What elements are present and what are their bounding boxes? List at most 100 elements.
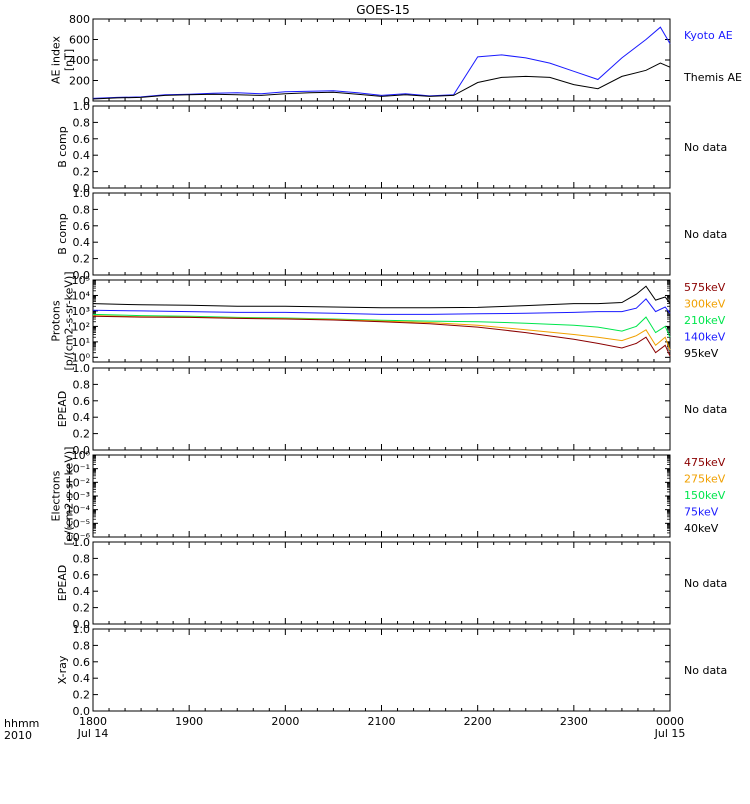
legend-40kev: 40keV — [684, 522, 719, 535]
y-tick-label: 10⁻² — [66, 476, 90, 489]
y-axis-label: AE index — [50, 35, 63, 84]
no-data-status: No data — [684, 403, 727, 416]
y-tick-label: 0.4 — [73, 236, 91, 249]
panel-8: 0.0 0.2 0.4 0.6 0.8 1.0 X-ray No data — [56, 623, 727, 718]
y-tick-label: 10⁰ — [72, 449, 91, 462]
y-tick-label: 1.0 — [73, 362, 91, 375]
series-line-95kev — [92, 285, 671, 309]
y-tick-label: 10⁵ — [72, 274, 90, 287]
series-line-themis-ae — [92, 62, 671, 100]
time-axis-row2-label: 2010 — [4, 729, 32, 742]
y-tick-label: 10² — [72, 320, 90, 333]
y-tick-label: 10⁻⁵ — [66, 517, 90, 530]
y-tick-label: 10⁻⁶ — [66, 531, 91, 544]
y-tick-label: 1.0 — [73, 100, 91, 113]
x-date-label: Jul 15 — [654, 727, 686, 740]
legend-575kev: 575keV — [684, 281, 726, 294]
series-line-140kev — [92, 298, 671, 315]
y-axis-label: EPEAD — [56, 565, 69, 602]
y-tick-label: 800 — [69, 13, 90, 26]
x-tick-label: 0000 — [656, 715, 684, 728]
y-tick-label: 10⁻⁴ — [66, 504, 91, 517]
y-tick-label: 200 — [69, 75, 90, 88]
panel-2: 0.0 0.2 0.4 0.6 0.8 1.0 B comp No data — [56, 100, 727, 195]
no-data-status: No data — [684, 577, 727, 590]
y-tick-label: 0.6 — [73, 133, 91, 146]
y-tick-label: 10¹ — [72, 336, 90, 349]
legend-95kev: 95keV — [684, 347, 719, 360]
y-tick-label: 0.8 — [73, 203, 91, 216]
series-line-575kev — [92, 315, 671, 357]
legend-275kev: 275keV — [684, 473, 726, 486]
legend-kyoto-ae: Kyoto AE — [684, 29, 733, 42]
legend-themis-ae: Themis AE — [683, 71, 742, 84]
y-tick-label: 10⁻³ — [66, 490, 90, 503]
y-tick-label: 10⁻¹ — [66, 463, 90, 476]
y-axis-label: X-ray — [56, 655, 69, 684]
legend-150kev: 150keV — [684, 489, 726, 502]
x-tick-label: 2200 — [464, 715, 492, 728]
legend-210kev: 210keV — [684, 314, 726, 327]
legend-475kev: 475keV — [684, 456, 726, 469]
x-tick-label: 1800 — [79, 715, 107, 728]
y-tick-label: 0.2 — [73, 166, 91, 179]
y-axis-label: EPEAD — [56, 391, 69, 428]
y-tick-label: 0.0 — [73, 618, 91, 631]
x-date-label: Jul 14 — [77, 727, 109, 740]
y-tick-label: 0.0 — [73, 182, 91, 195]
y-tick-label: 0.4 — [73, 585, 91, 598]
y-tick-label: 0.8 — [73, 378, 91, 391]
y-tick-label: 0.6 — [73, 656, 91, 669]
y-tick-label: 1.0 — [73, 187, 91, 200]
y-tick-label: 0.2 — [73, 602, 91, 615]
y-tick-label: 0.8 — [73, 116, 91, 129]
panel-7: 0.0 0.2 0.4 0.6 0.8 1.0 EPEAD No data — [56, 536, 727, 631]
panel-frame — [92, 628, 671, 712]
legend-140kev: 140keV — [684, 331, 726, 344]
legend-300kev: 300keV — [684, 298, 726, 311]
panel-frame — [92, 18, 671, 102]
y-tick-label: 0.4 — [73, 672, 91, 685]
no-data-status: No data — [684, 228, 727, 241]
y-axis-label: Protons — [50, 300, 63, 341]
y-tick-label: 0.4 — [73, 411, 91, 424]
x-tick-label: 2000 — [271, 715, 299, 728]
no-data-status: No data — [684, 664, 727, 677]
y-tick-label: 0.6 — [73, 569, 91, 582]
x-tick-label: 2100 — [368, 715, 396, 728]
plot-title: GOES-15 — [356, 3, 410, 17]
panel-3: 0.0 0.2 0.4 0.6 0.8 1.0 B comp No data — [56, 187, 727, 282]
panel-frame — [92, 192, 671, 276]
x-tick-label: 2300 — [560, 715, 588, 728]
series-line-300kev — [92, 315, 671, 351]
y-axis-label: [e/(cm2-s-sr-keV)] — [63, 447, 76, 546]
y-tick-label: 0 — [83, 95, 90, 108]
legend-75kev: 75keV — [684, 506, 719, 519]
y-tick-label: 0.2 — [73, 428, 91, 441]
y-tick-label: 0.8 — [73, 639, 91, 652]
y-tick-label: 0.2 — [73, 253, 91, 266]
y-tick-label: 1.0 — [73, 623, 91, 636]
panel-frame — [92, 541, 671, 625]
y-tick-label: 400 — [69, 54, 90, 67]
y-tick-label: 0.0 — [73, 705, 91, 718]
y-tick-label: 0.6 — [73, 220, 91, 233]
y-tick-label: 0.2 — [73, 689, 91, 702]
x-tick-label: 1900 — [175, 715, 203, 728]
y-tick-label: 10⁴ — [72, 289, 91, 302]
y-tick-label: 1.0 — [73, 536, 91, 549]
series-line-kyoto-ae — [92, 26, 671, 99]
panel-frame — [92, 105, 671, 189]
y-tick-label: 0.0 — [73, 444, 91, 457]
panel-4: 10⁰ 10¹ 10² 10³ 10⁴ 10⁵ Protons [p/(cm2-s-sr-ke… — [50, 271, 726, 370]
panel-frame — [92, 454, 671, 538]
y-axis-label: B comp — [56, 126, 69, 168]
y-axis-label: [nT] — [63, 49, 76, 71]
y-tick-label: 0.4 — [73, 149, 91, 162]
series-line-210kev — [92, 313, 671, 338]
panel-frame — [92, 367, 671, 451]
y-axis-label: Electrons — [50, 470, 63, 521]
